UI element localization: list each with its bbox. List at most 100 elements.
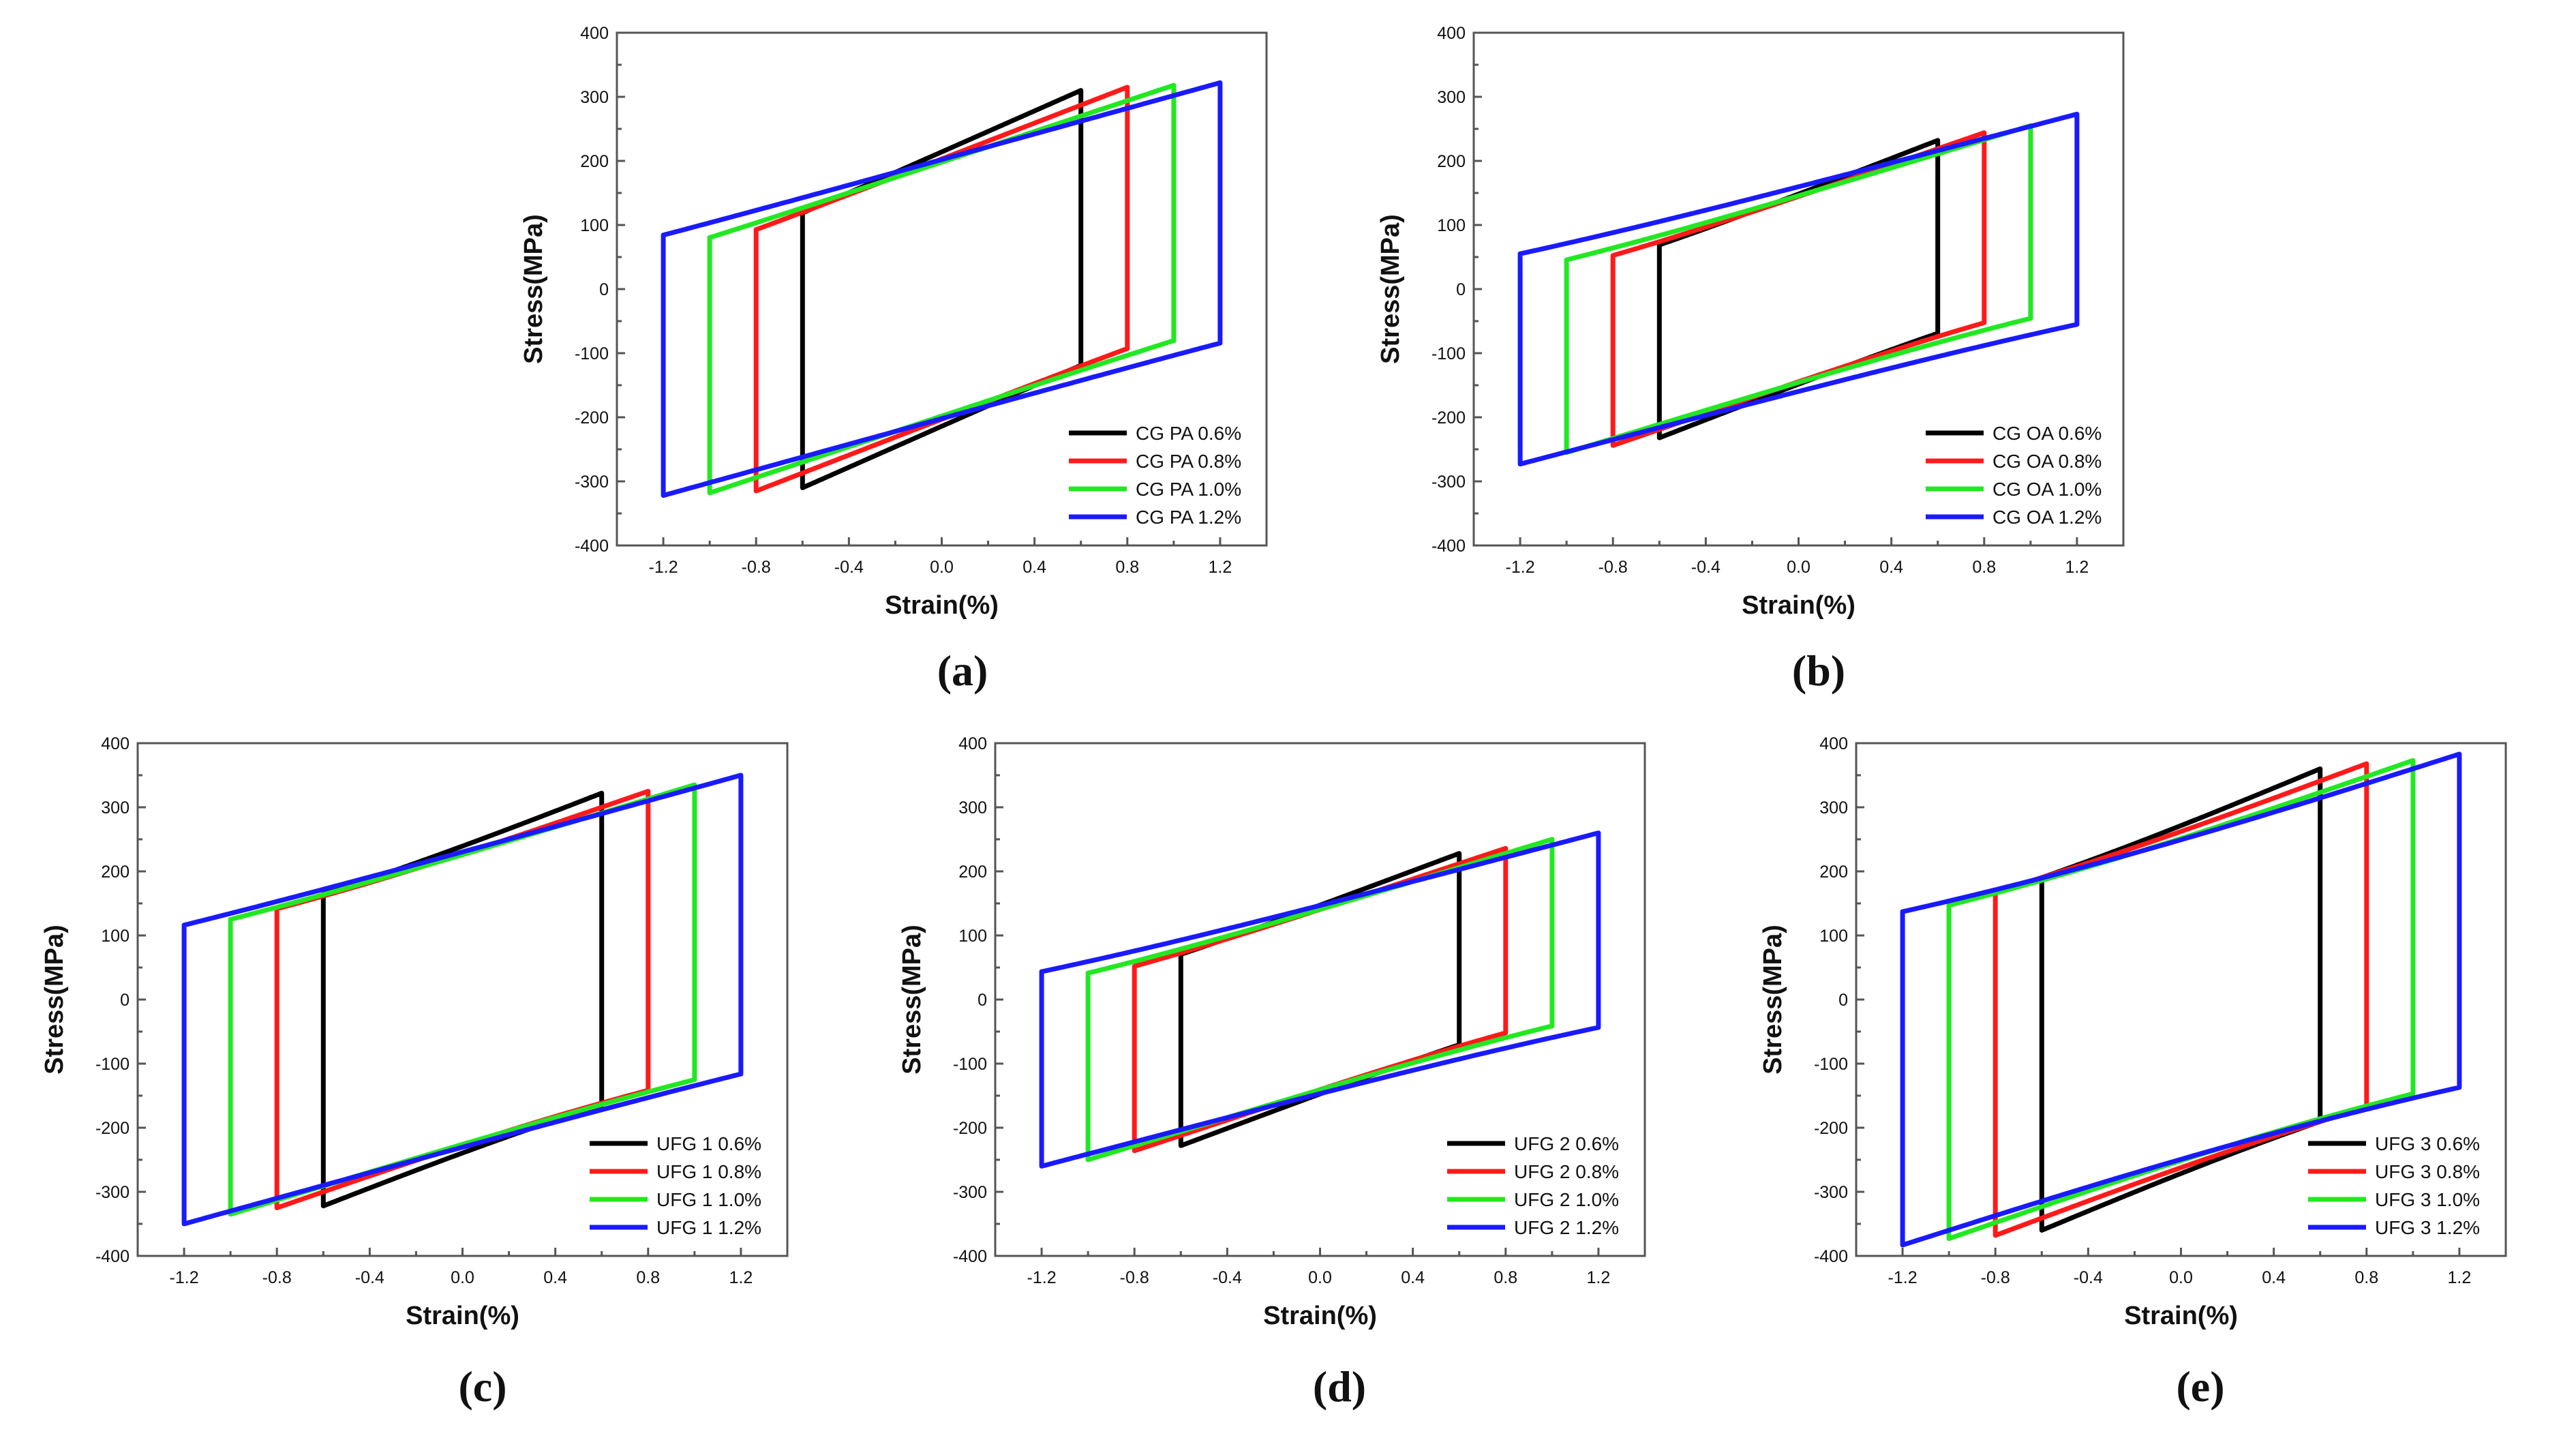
x-tick-label: -0.4 — [1213, 1268, 1242, 1287]
legend-label: UFG 2 1.0% — [1514, 1189, 1619, 1210]
x-tick-label: 0.4 — [2262, 1268, 2286, 1287]
y-tick-label: 300 — [958, 798, 987, 817]
legend-label: UFG 3 1.0% — [2375, 1189, 2480, 1210]
y-tick-label: 200 — [101, 862, 130, 882]
loop-ufg-3-1-2- — [1900, 751, 2462, 1248]
loop-ufg-2-0-8- — [1132, 845, 1509, 1154]
x-tick-label: 0.0 — [1787, 558, 1810, 577]
loop-ufg-1-1-2- — [181, 772, 744, 1227]
x-tick-label: -1.2 — [170, 1268, 199, 1287]
x-tick-label: 1.2 — [729, 1268, 753, 1287]
y-tick-label: 400 — [1819, 734, 1848, 753]
y-tick-label: 100 — [580, 216, 609, 235]
y-tick-label: -100 — [953, 1055, 987, 1074]
y-axis-title: Stress(MPa) — [519, 214, 548, 364]
legend-label: CG OA 1.0% — [1992, 479, 2102, 500]
legend-label: UFG 2 1.2% — [1514, 1217, 1619, 1238]
y-tick-label: 0 — [1838, 991, 1848, 1010]
x-tick-label: -0.8 — [1981, 1268, 2010, 1287]
y-tick-label: 100 — [101, 927, 130, 946]
legend-label: UFG 2 0.6% — [1514, 1133, 1619, 1154]
y-tick-label: 200 — [958, 862, 987, 882]
y-tick-label: -100 — [575, 344, 609, 363]
x-tick-label: -0.8 — [742, 558, 771, 577]
y-tick-label: 0 — [978, 991, 987, 1010]
y-tick-label: 200 — [1437, 152, 1466, 171]
panel-d: -400 -300 -200 -100 0 100 200 300 400 -1.2 -0.8 -0.… — [898, 734, 1646, 1411]
x-tick-label: -1.2 — [649, 558, 678, 577]
loop-ufg-3-0-6- — [2039, 766, 2323, 1233]
y-tick-label: -200 — [95, 1119, 130, 1138]
y-tick-label: -400 — [953, 1247, 987, 1266]
panel-label: (c) — [458, 1362, 506, 1411]
loop-ufg-3-0-8- — [1992, 761, 2369, 1238]
loop-ufg-2-0-6- — [1178, 851, 1462, 1148]
x-tick-label: 1.2 — [2065, 558, 2089, 577]
loop-cg-oa-0-8- — [1610, 130, 1987, 448]
x-tick-label: -1.2 — [1888, 1268, 1918, 1287]
y-tick-label: -400 — [575, 537, 609, 556]
x-axis-title: Strain(%) — [406, 1302, 519, 1330]
x-tick-label: 0.8 — [636, 1268, 660, 1287]
loop-ufg-2-1-2- — [1039, 830, 1601, 1169]
x-tick-label: 0.4 — [543, 1268, 567, 1287]
loop-cg-pa-1-2- — [661, 80, 1223, 498]
legend-label: CG OA 1.2% — [1992, 507, 2102, 528]
y-tick-label: -400 — [95, 1247, 130, 1266]
loop-cg-pa-0-6- — [800, 88, 1084, 490]
y-tick-label: -300 — [1814, 1183, 1848, 1202]
legend-label: CG OA 0.6% — [1992, 423, 2102, 444]
panel-a: -400 -300 -200 -100 0 100 200 300 400 -1.2 -0.8 -0.… — [519, 24, 1268, 695]
loop-ufg-1-1-0- — [228, 782, 697, 1217]
legend-label: CG PA 1.2% — [1136, 507, 1241, 528]
y-axis-title: Stress(MPa) — [1376, 214, 1405, 364]
x-tick-label: 0.8 — [1494, 1268, 1517, 1287]
x-tick-label: -1.2 — [1027, 1268, 1057, 1287]
y-tick-label: 0 — [120, 991, 130, 1010]
y-tick-label: 100 — [1437, 216, 1466, 235]
loop-ufg-2-1-0- — [1085, 837, 1555, 1162]
y-tick-label: 400 — [1437, 24, 1466, 43]
y-tick-label: 200 — [1819, 862, 1848, 882]
x-tick-label: -0.4 — [355, 1268, 384, 1287]
y-tick-label: 300 — [101, 798, 130, 817]
y-tick-label: 300 — [580, 88, 609, 107]
x-tick-label: 0.0 — [2169, 1268, 2193, 1287]
panel-e: -400 -300 -200 -100 0 100 200 300 400 -1.2 -0.8 -0.… — [1759, 734, 2507, 1411]
x-tick-label: -0.4 — [1691, 558, 1721, 577]
y-tick-label: -100 — [1431, 344, 1466, 363]
legend-label: UFG 3 0.6% — [2375, 1133, 2480, 1154]
panel-c: -400 -300 -200 -100 0 100 200 300 400 -1.2 -0.8 -0.… — [40, 734, 789, 1411]
legend-label: CG PA 0.6% — [1136, 423, 1241, 444]
y-tick-label: -300 — [575, 472, 609, 492]
y-tick-label: 200 — [580, 152, 609, 171]
y-tick-label: 100 — [958, 927, 987, 946]
y-tick-label: -400 — [1431, 537, 1466, 556]
y-tick-label: -200 — [1431, 408, 1466, 427]
loop-cg-pa-0-8- — [753, 85, 1130, 494]
x-axis-title: Strain(%) — [1263, 1302, 1377, 1330]
legend-label: UFG 3 1.2% — [2375, 1217, 2480, 1238]
x-axis-title: Strain(%) — [2124, 1302, 2238, 1330]
legend-label: CG PA 1.0% — [1136, 479, 1241, 500]
y-axis-title: Stress(MPa) — [1759, 925, 1787, 1075]
panel-label: (e) — [2176, 1362, 2224, 1411]
x-tick-label: -0.8 — [1120, 1268, 1149, 1287]
y-tick-label: 0 — [599, 280, 609, 299]
x-tick-label: 0.0 — [1308, 1268, 1332, 1287]
y-tick-label: -200 — [575, 408, 609, 427]
y-tick-label: -400 — [1814, 1247, 1848, 1266]
x-axis-title: Strain(%) — [885, 591, 999, 620]
loop-cg-oa-1-2- — [1517, 111, 2080, 467]
y-tick-label: -300 — [953, 1183, 987, 1202]
legend-label: CG PA 0.8% — [1136, 451, 1241, 472]
legend-label: CG OA 0.8% — [1992, 451, 2102, 472]
legend-label: UFG 1 1.2% — [656, 1217, 761, 1238]
y-tick-label: -200 — [1814, 1119, 1848, 1138]
y-axis-title: Stress(MPa) — [898, 925, 926, 1075]
x-tick-label: 0.4 — [1879, 558, 1903, 577]
panel-label: (b) — [1792, 646, 1845, 695]
y-tick-label: -100 — [95, 1055, 130, 1074]
x-tick-label: -0.8 — [1598, 558, 1628, 577]
